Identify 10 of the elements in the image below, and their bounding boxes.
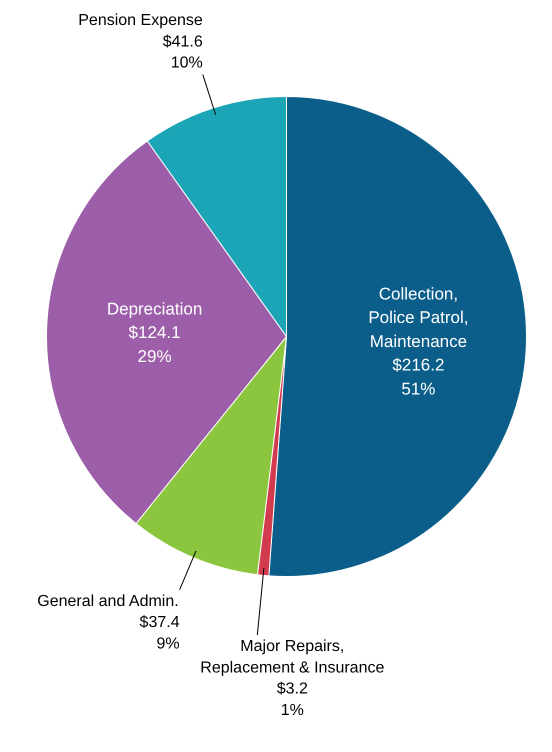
slice-label: Depreciation <box>106 299 202 318</box>
slice-label: Major Repairs, Replacement & Insurance <box>200 638 384 676</box>
slice-label: Pension Expense <box>78 12 203 30</box>
slice-label: Collection, Police Patrol, Maintenance <box>368 284 469 351</box>
data-label: $124.1 29% <box>128 323 181 366</box>
slice-label: General and Admin. <box>37 592 179 610</box>
data-label: $37.4 9% <box>140 614 180 652</box>
data-label: $41.6 10% <box>162 33 203 72</box>
data-label: $216.2 51% <box>392 356 444 398</box>
data-label: $3.2 1% <box>276 680 308 719</box>
